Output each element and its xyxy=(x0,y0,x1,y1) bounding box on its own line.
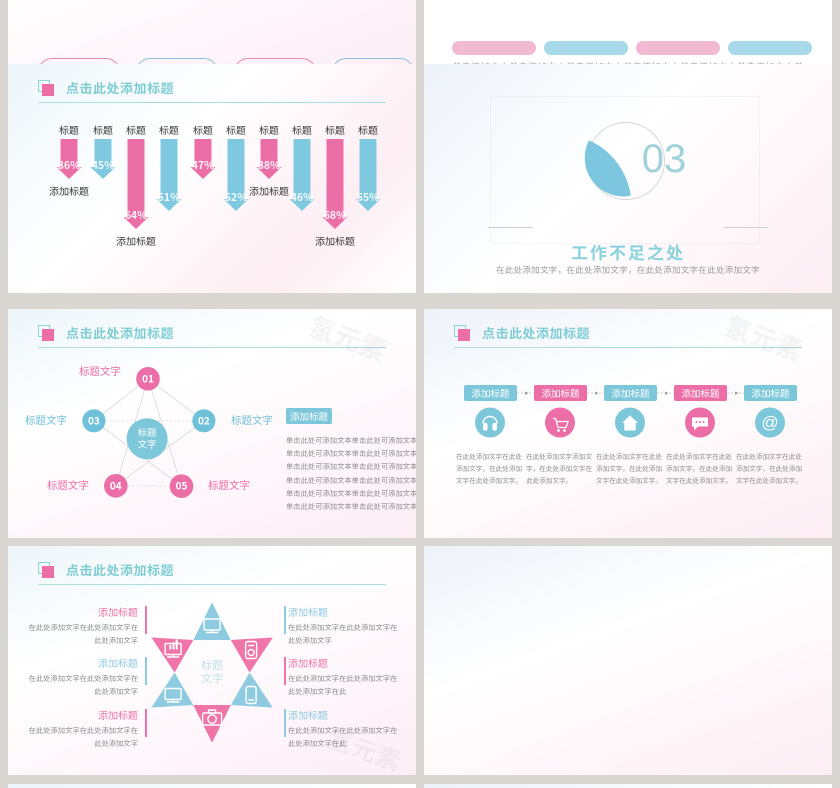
svg-text:文字: 文字 xyxy=(138,437,157,451)
svg-text:▸: ▸ xyxy=(665,388,669,398)
svg-text:36%: 36% xyxy=(58,158,81,173)
svg-text:标题: 标题 xyxy=(259,122,279,137)
svg-text:▸: ▸ xyxy=(595,388,599,398)
svg-text:标题文字: 标题文字 xyxy=(79,364,121,379)
svg-text:38%: 38% xyxy=(258,158,281,173)
svg-text:标题: 标题 xyxy=(59,122,79,137)
svg-text:46%: 46% xyxy=(291,190,314,205)
svg-text:添加标题: 添加标题 xyxy=(49,183,89,198)
svg-text:标题文字: 标题文字 xyxy=(231,413,273,428)
svg-text:03: 03 xyxy=(88,412,100,427)
svg-text:68%: 68% xyxy=(324,208,347,223)
svg-text:▸: ▸ xyxy=(525,388,529,398)
svg-text:添加标题: 添加标题 xyxy=(249,183,289,198)
svg-text:45%: 45% xyxy=(92,158,115,173)
svg-text:47%: 47% xyxy=(192,158,215,173)
svg-text:标题: 标题 xyxy=(193,122,213,137)
svg-text:51%: 51% xyxy=(158,190,181,205)
svg-text:标题文字: 标题文字 xyxy=(208,478,250,493)
svg-text:标题: 标题 xyxy=(325,122,345,137)
svg-text:55%: 55% xyxy=(357,190,380,205)
svg-text:标题: 标题 xyxy=(358,122,378,137)
svg-text:04: 04 xyxy=(110,477,122,492)
svg-text:添加标题: 添加标题 xyxy=(315,233,355,248)
svg-text:添加标题: 添加标题 xyxy=(116,233,156,248)
svg-text:▸: ▸ xyxy=(735,388,739,398)
svg-text:02: 02 xyxy=(198,412,210,427)
svg-text:标题: 标题 xyxy=(159,122,179,137)
svg-text:05: 05 xyxy=(176,478,188,493)
svg-text:标题: 标题 xyxy=(126,122,146,137)
svg-text:@: @ xyxy=(761,413,778,432)
svg-text:标题文字: 标题文字 xyxy=(25,413,67,428)
svg-text:52%: 52% xyxy=(225,190,248,205)
svg-text:01: 01 xyxy=(142,370,154,385)
svg-text:标题文字: 标题文字 xyxy=(47,478,89,493)
svg-text:标题: 标题 xyxy=(292,122,312,137)
svg-text:标题: 标题 xyxy=(93,122,113,137)
svg-text:文字: 文字 xyxy=(201,671,223,687)
svg-text:64%: 64% xyxy=(125,208,148,223)
svg-text:03: 03 xyxy=(642,137,687,181)
svg-text:标题: 标题 xyxy=(226,122,246,137)
